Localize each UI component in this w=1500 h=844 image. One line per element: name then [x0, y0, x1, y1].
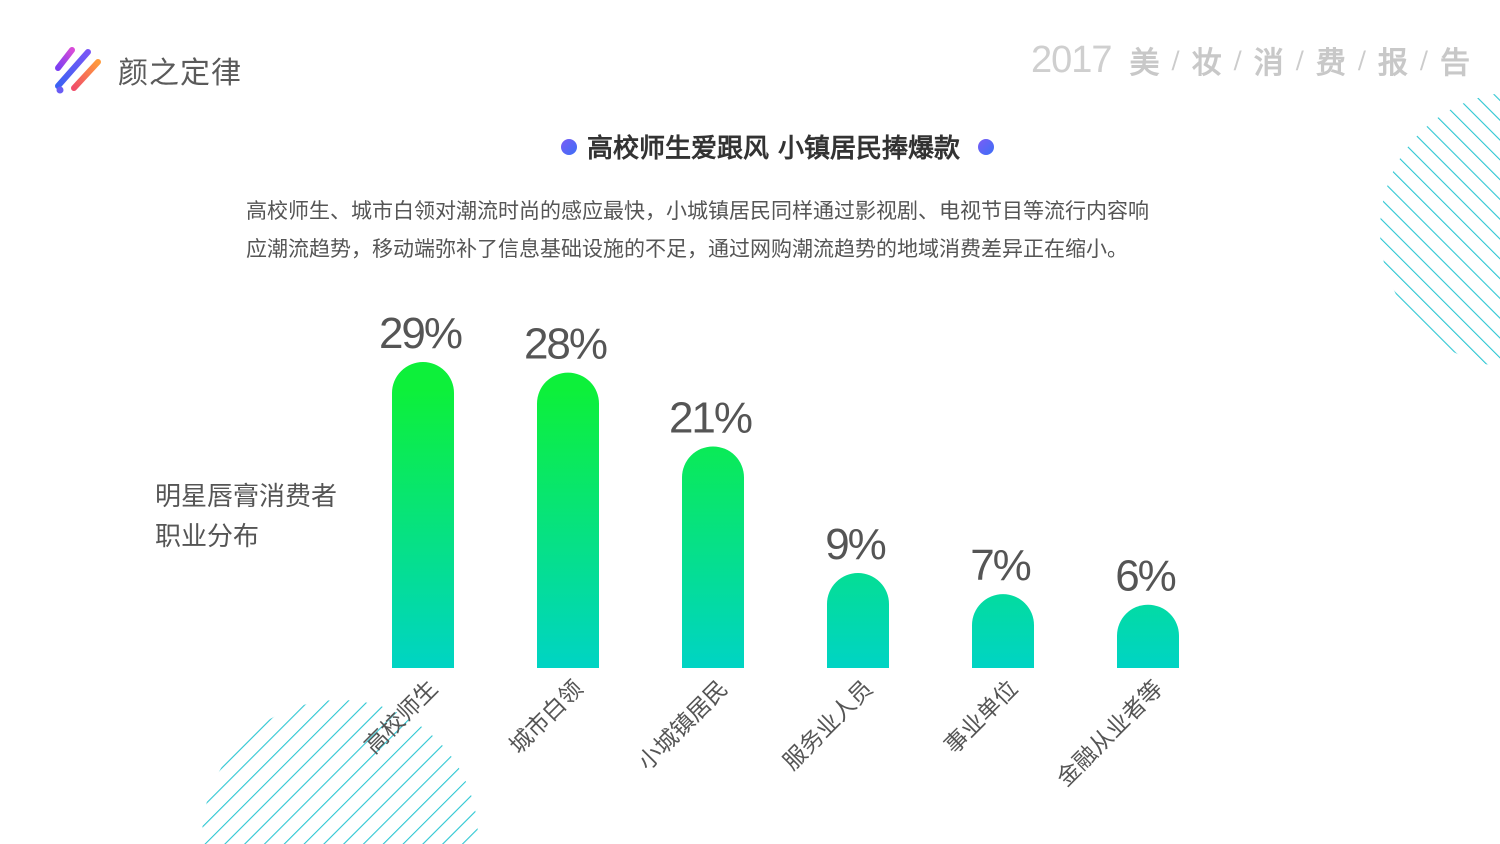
report-separator: /: [1233, 46, 1242, 74]
value-label: 7%: [970, 541, 1030, 590]
report-separator: /: [1295, 46, 1304, 74]
decorative-stripes-bottom-left: [202, 700, 478, 844]
category-label: 事业单位: [940, 676, 1023, 759]
description-paragraph: 高校师生、城市白领对潮流时尚的感应最快，小城镇居民同样通过影视剧、电视节目等流行…: [246, 192, 1286, 268]
bullet-dot-icon: [560, 138, 577, 155]
report-char: 美: [1129, 46, 1160, 81]
bar-高校师生: [392, 362, 454, 668]
brand-logo-icon: [55, 47, 101, 94]
value-label: 6%: [1115, 552, 1175, 601]
category-label: 小城镇居民: [634, 676, 734, 776]
report-year: 2017: [1030, 38, 1113, 81]
chart-value-labels: 29% 28% 21% 9% 7% 6%: [379, 309, 1178, 601]
value-label: 21%: [669, 393, 752, 442]
bullet-dot-icon: [978, 138, 995, 155]
decorative-stripes-top-right: [1380, 92, 1500, 368]
value-label: 9%: [825, 520, 885, 569]
value-label: 29%: [379, 309, 462, 358]
bar-事业单位: [972, 594, 1034, 668]
report-char: 报: [1377, 46, 1408, 81]
report-char: 消: [1253, 46, 1284, 81]
side-label-line: 职业分布: [155, 522, 260, 552]
report-separator: /: [1357, 46, 1366, 74]
category-label: 城市白领: [505, 676, 588, 759]
report-char: 费: [1315, 46, 1346, 81]
bar-小城镇居民: [682, 446, 744, 668]
report-char: 告: [1440, 46, 1470, 81]
category-label: 金融从业者等: [1052, 676, 1168, 792]
side-label-line: 明星唇膏消费者: [155, 482, 338, 512]
bar-服务业人员: [827, 573, 889, 668]
report-separator: /: [1171, 46, 1180, 74]
value-label: 28%: [524, 320, 607, 369]
chart-category-labels: 高校师生 城市白领 小城镇居民 服务业人员 事业单位 金融从业者等: [360, 676, 1168, 792]
category-label: 服务业人员: [779, 676, 879, 776]
report-title: 2017 美 / 妆 / 消 / 费 / 报 / 告: [1031, 38, 1470, 82]
report-char: 妆: [1191, 46, 1222, 81]
slide-headline: 高校师生爱跟风 小镇居民捧爆款: [0, 128, 1500, 165]
description-line: 应潮流趋势，移动端弥补了信息基础设施的不足，通过网购潮流趋势的地域消费差异正在缩…: [246, 237, 1128, 261]
report-separator: /: [1419, 46, 1428, 74]
brand-name: 颜之定律: [118, 56, 242, 91]
bar-金融从业者等: [1117, 604, 1179, 668]
chart-bars: [392, 362, 1179, 668]
brand-logo: 颜之定律: [52, 44, 242, 96]
description-line: 高校师生、城市白领对潮流时尚的感应最快，小城镇居民同样通过影视剧、电视节目等流行…: [246, 199, 1149, 223]
report-title-chars: 美 / 妆 / 消 / 费 / 报 / 告: [1130, 38, 1470, 82]
headline-text: 高校师生爱跟风 小镇居民捧爆款: [586, 134, 961, 164]
chart-side-label: 明星唇膏消费者 职业分布: [155, 477, 337, 557]
category-label: 高校师生: [360, 676, 443, 759]
bar-城市白领: [537, 372, 599, 668]
